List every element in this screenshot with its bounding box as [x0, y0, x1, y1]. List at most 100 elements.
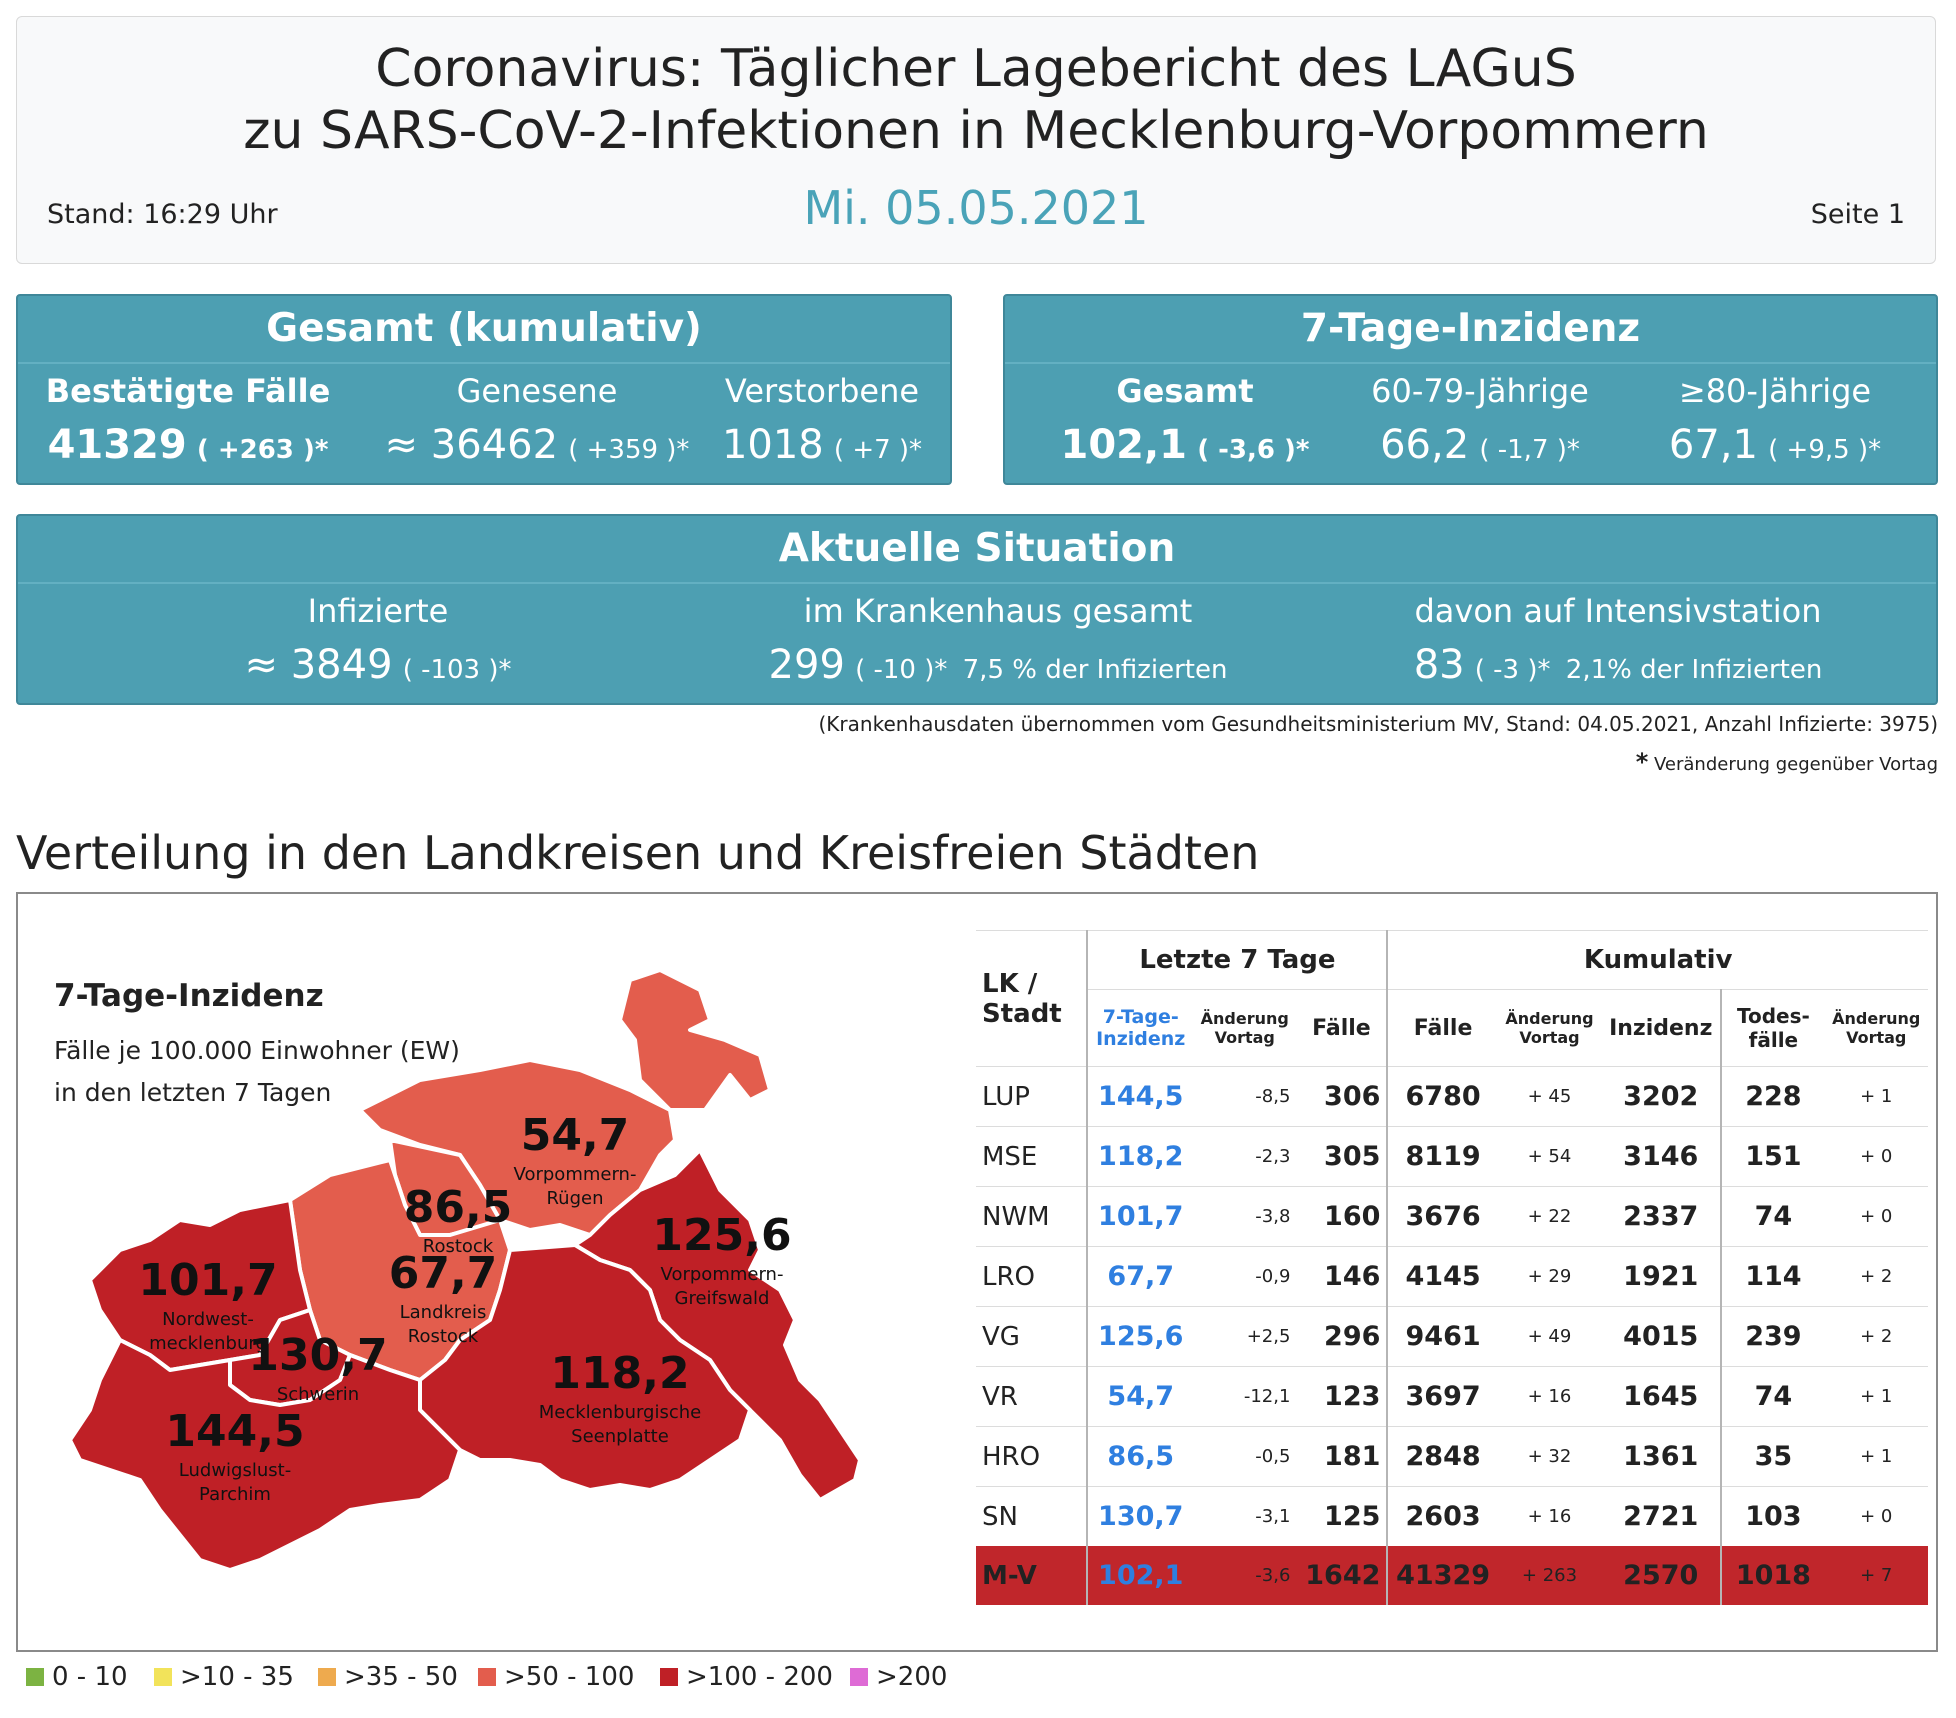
report-timestamp: Stand: 16:29 Uhr [47, 199, 278, 230]
cell-aenderung: -0,9 [1193, 1246, 1297, 1307]
stat-inzidenz-60-79: 60-79-Jährige 66,2 ( -1,7 )* [1335, 372, 1625, 468]
cell-inzidenz: 86,5 [1086, 1426, 1193, 1487]
cell-aenderung: -12,1 [1193, 1366, 1297, 1427]
table-row: VR 54,7 -12,1 123 3697 + 16 1645 74 + 1 [976, 1366, 1928, 1427]
table-total-row: M-V 102,1 -3,6 1642 41329 + 263 2570 1018 + 7 [976, 1546, 1928, 1605]
table-row: LRO 67,7 -0,9 146 4145 + 29 1921 114 + 2 [976, 1246, 1928, 1307]
map-label-lro-1: Landkreis [400, 1302, 487, 1323]
map-value-vr: 54,7 [521, 1110, 630, 1161]
cell-aenderung: -3,6 [1193, 1546, 1297, 1605]
footnote-text: Veränderung gegenüber Vortag [1654, 754, 1938, 775]
stat-value: 41329 [47, 422, 187, 468]
header-letzte-7-tage: Letzte 7 Tage [1086, 930, 1388, 990]
legend-item: 0 - 10 [26, 1662, 128, 1692]
cell-lk: VR [976, 1366, 1088, 1427]
cell-kum-inzidenz: 4015 [1601, 1306, 1722, 1367]
stat-value: 66,2 [1380, 422, 1470, 468]
cell-kum-inzidenz: 1645 [1601, 1366, 1722, 1427]
district-map: 54,7 Vorpommern- Rügen 86,5 Rostock 125,… [68, 968, 862, 1572]
cell-faelle-7: 125 [1296, 1486, 1388, 1546]
cell-kum-aenderung: + 49 [1497, 1306, 1602, 1367]
cell-lk: LRO [976, 1246, 1088, 1307]
legend-label: >50 - 100 [504, 1662, 635, 1692]
map-value-sn: 130,7 [248, 1330, 387, 1381]
legend-item: >200 [850, 1662, 947, 1692]
report-title-line2: zu SARS-CoV-2-Infektionen in Mecklenburg… [243, 101, 1709, 161]
legend-item: >10 - 35 [154, 1662, 294, 1692]
cell-faelle-7: 305 [1296, 1126, 1388, 1187]
page-number: Seite 1 [1810, 199, 1905, 230]
district-table: LK / Stadt Letzte 7 Tage Kumulativ 7-Tage… [976, 930, 1928, 1605]
header-kum-inzidenz: Inzidenz [1601, 989, 1722, 1067]
legend-swatch [26, 1668, 44, 1686]
map-value-lro: 67,7 [389, 1248, 498, 1299]
stat-value: 102,1 [1060, 422, 1188, 468]
stat-inzidenz-80plus: ≥80-Jährige 67,1 ( +9,5 )* [1625, 372, 1925, 468]
krankenhaus-note: (Krankenhausdaten übernommen vom Gesundh… [818, 712, 1939, 736]
report-date: Mi. 05.05.2021 [803, 181, 1149, 235]
stat-change: ( +263 )* [196, 435, 329, 465]
map-label-sn-1: Schwerin [277, 1384, 359, 1405]
gesamt-panel: Gesamt (kumulativ) Bestätigte Fälle 4132… [16, 294, 952, 485]
cell-lk: M-V [976, 1546, 1088, 1605]
map-value-lup: 144,5 [165, 1406, 304, 1457]
report-header: Coronavirus: Täglicher Lagebericht des L… [16, 16, 1936, 264]
cell-inzidenz: 101,7 [1086, 1186, 1193, 1247]
map-value-nwm: 101,7 [138, 1255, 277, 1306]
cell-kum-aenderung: + 29 [1497, 1246, 1602, 1307]
table-row: SN 130,7 -3,1 125 2603 + 16 2721 103 + 0 [976, 1486, 1928, 1546]
cell-inzidenz: 102,1 [1086, 1546, 1193, 1605]
map-label-vg-2: Greifswald [675, 1288, 770, 1309]
cell-faelle-7: 296 [1296, 1306, 1388, 1367]
legend-item: >100 - 200 [660, 1662, 833, 1692]
stat-label: ≥80-Jährige [1678, 372, 1872, 410]
cell-todesfaelle: 35 [1720, 1426, 1825, 1487]
stat-label: Gesamt [1116, 372, 1254, 410]
stat-verstorbene: Verstorbene 1018 ( +7 )* [702, 372, 942, 468]
cell-kum-aenderung: + 32 [1497, 1426, 1602, 1487]
cell-kum-aenderung: + 16 [1497, 1366, 1602, 1427]
cell-todesfaelle: 151 [1720, 1126, 1825, 1187]
cell-todesfaelle: 74 [1720, 1186, 1825, 1247]
map-label-vr-1: Vorpommern- [514, 1164, 637, 1185]
cell-lk: SN [976, 1486, 1088, 1546]
cell-todesfaelle: 239 [1720, 1306, 1825, 1367]
stat-intensivstation: davon auf Intensivstation 83 ( -3 )* 2,1… [1338, 592, 1898, 688]
legend-swatch [478, 1668, 496, 1686]
cell-kum-faelle: 4145 [1386, 1246, 1498, 1307]
cell-tod-aenderung: + 0 [1824, 1126, 1928, 1187]
stat-krankenhaus: im Krankenhaus gesamt 299 ( -10 )* 7,5 %… [718, 592, 1278, 688]
cell-lk: LUP [976, 1066, 1088, 1127]
cell-faelle-7: 181 [1296, 1426, 1388, 1487]
cell-tod-aenderung: + 0 [1824, 1486, 1928, 1546]
stat-value: 1018 [721, 422, 824, 468]
map-label-mse-2: Seenplatte [571, 1426, 669, 1447]
change-footnote: * Veränderung gegenüber Vortag [1636, 748, 1938, 776]
table-row: LUP 144,5 -8,5 306 6780 + 45 3202 228 + 1 [976, 1066, 1928, 1127]
map-region-seenplatte [418, 1243, 752, 1492]
cell-kum-aenderung: + 45 [1497, 1066, 1602, 1127]
map-label-vg-1: Vorpommern- [661, 1264, 784, 1285]
header-kumulativ: Kumulativ [1386, 930, 1928, 990]
header-todesfaelle: Todes-fälle [1720, 989, 1825, 1067]
cell-aenderung: -0,5 [1193, 1426, 1297, 1487]
cell-faelle-7: 306 [1296, 1066, 1388, 1127]
map-value-hro: 86,5 [404, 1182, 513, 1233]
cell-faelle-7: 146 [1296, 1246, 1388, 1307]
header-faelle-7: Fälle [1296, 989, 1388, 1067]
cell-todesfaelle: 1018 [1720, 1546, 1825, 1605]
cell-kum-inzidenz: 2337 [1601, 1186, 1722, 1247]
cell-kum-faelle: 3697 [1386, 1366, 1498, 1427]
cell-inzidenz: 130,7 [1086, 1486, 1193, 1546]
header-kum-aenderung: Änderung Vortag [1497, 989, 1602, 1067]
legend-swatch [318, 1668, 336, 1686]
stat-prefix: ≈ [384, 422, 431, 468]
cell-kum-aenderung: + 16 [1497, 1486, 1602, 1546]
cell-kum-faelle: 2603 [1386, 1486, 1498, 1546]
aktuell-title: Aktuelle Situation [18, 516, 1936, 584]
stat-value: 83 [1413, 642, 1465, 688]
cell-inzidenz: 54,7 [1086, 1366, 1193, 1427]
cell-kum-aenderung: + 22 [1497, 1186, 1602, 1247]
map-value-vg: 125,6 [652, 1210, 791, 1261]
aktuelle-situation-panel: Aktuelle Situation Infizierte ≈ 3849 ( -… [16, 514, 1938, 705]
